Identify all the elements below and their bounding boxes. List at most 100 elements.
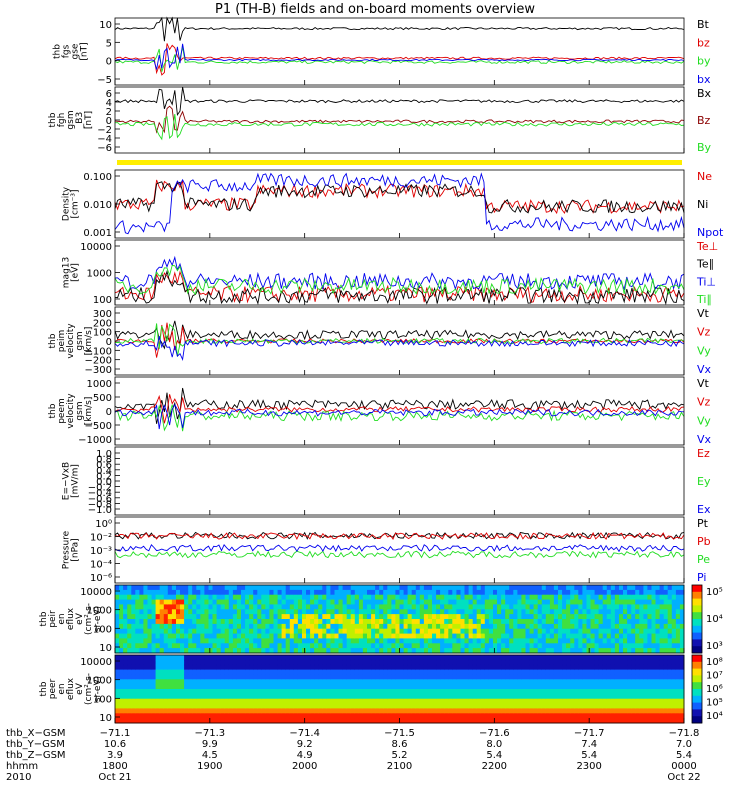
spectrogram-cell: [155, 609, 161, 615]
spectrogram-cell: [326, 594, 331, 601]
spectrogram-cell: [212, 585, 218, 591]
spectrogram-cell: [265, 655, 270, 661]
spectrogram-cell: [472, 713, 478, 719]
spectrogram-cell: [407, 698, 413, 705]
spectrogram-cell: [440, 708, 445, 714]
spectrogram-cell: [342, 718, 348, 724]
spectrogram-cell: [241, 703, 246, 709]
spectrogram-cell: [163, 585, 169, 591]
spectrogram-cell: [143, 669, 148, 675]
spectrogram-cell: [590, 684, 596, 690]
spectrogram-cell: [570, 594, 575, 601]
spectrogram-cell: [562, 599, 567, 605]
spectrogram-cell: [659, 633, 665, 639]
spectrogram-cell: [574, 718, 579, 724]
spectrogram-cell: [119, 614, 124, 620]
spectrogram-cell: [306, 648, 311, 654]
spectrogram-cell: [358, 698, 364, 705]
spectrogram-cell: [216, 713, 222, 719]
series-line: [114, 404, 685, 432]
spectrogram-cell: [541, 628, 547, 635]
spectrogram-cell: [558, 643, 563, 649]
spectrogram-cell: [549, 589, 555, 596]
spectrogram-cell: [521, 609, 526, 615]
spectrogram-cell: [436, 623, 441, 630]
spectrogram-cell: [517, 679, 522, 685]
spectrogram-cell: [671, 604, 677, 610]
spectrogram-cell: [562, 655, 567, 661]
spectrogram-cell: [570, 609, 575, 615]
spectrogram-cell: [204, 713, 209, 719]
spectrogram-cell: [367, 679, 372, 685]
spectrogram-cell: [578, 638, 583, 644]
spectrogram-cell: [127, 604, 132, 610]
spectrogram-cell: [452, 594, 457, 601]
spectrogram-cell: [476, 643, 482, 649]
spectrogram-cell: [395, 655, 400, 661]
spectrogram-cell: [192, 609, 197, 615]
spectrogram-cell: [155, 599, 161, 605]
spectrogram-cell: [497, 689, 502, 695]
spectrogram-cell: [285, 703, 291, 709]
spectrogram-cell: [269, 693, 274, 700]
spectrogram-cell: [346, 599, 352, 605]
spectrogram-cell: [602, 643, 608, 649]
spectrogram-cell: [330, 619, 335, 625]
spectrogram-cell: [407, 713, 413, 719]
spectrogram-cell: [675, 669, 681, 675]
spectrogram-cell: [505, 659, 510, 666]
spectrogram-cell: [362, 689, 368, 695]
x-axis-value: 5.4: [676, 750, 692, 761]
spectrogram-cell: [297, 718, 303, 724]
spectrogram-cell: [232, 633, 238, 639]
series-line: [114, 320, 685, 350]
spectrogram-cell: [440, 659, 445, 666]
spectrogram-cell: [541, 708, 547, 714]
y-tick-label: 10⁻⁴: [90, 560, 112, 571]
spectrogram-cell: [135, 684, 140, 690]
spectrogram-cell: [159, 698, 165, 705]
spectrogram-cell: [387, 718, 392, 724]
spectrogram-cell: [427, 684, 433, 690]
spectrogram-cell: [679, 589, 685, 596]
spectrogram-cell: [541, 655, 547, 661]
spectrogram-cell: [419, 623, 425, 630]
spectrogram-cell: [289, 609, 295, 615]
spectrogram-cell: [277, 648, 283, 654]
spectrogram-cell: [269, 664, 274, 671]
spectrogram-cell: [419, 585, 425, 591]
spectrogram-cell: [537, 703, 543, 709]
spectrogram-cell: [549, 614, 555, 620]
spectrogram-cell: [180, 609, 185, 615]
spectrogram-cell: [371, 599, 376, 605]
spectrogram-cell: [529, 708, 535, 714]
spectrogram-cell: [399, 609, 405, 615]
spectrogram-cell: [468, 703, 474, 709]
spectrogram-cell: [265, 594, 270, 601]
spectrogram-cell: [427, 664, 433, 671]
spectrogram-cell: [249, 679, 254, 685]
spectrogram-cell: [232, 713, 238, 719]
spectrogram-cell: [619, 619, 624, 625]
spectrogram-cell: [167, 599, 173, 605]
spectrogram-cell: [115, 655, 120, 661]
spectrogram-cell: [147, 609, 153, 615]
spectrogram-cell: [472, 718, 478, 724]
y-tick-label: 1000: [87, 379, 112, 390]
spectrogram-cell: [635, 619, 640, 625]
x-axis-value: 4.5: [202, 750, 218, 761]
spectrogram-cell: [127, 599, 132, 605]
spectrogram-cell: [257, 669, 262, 675]
spectrogram-cell: [513, 655, 518, 661]
spectrogram-cell: [468, 614, 474, 620]
spectrogram-cell: [675, 689, 681, 695]
spectrogram-cell: [501, 684, 506, 690]
spectrogram-cell: [427, 698, 433, 705]
spectrogram-cell: [196, 679, 201, 685]
spectrogram-cell: [647, 659, 652, 666]
spectrogram-cell: [484, 609, 490, 615]
spectrogram-cell: [566, 674, 571, 680]
spectrogram-cell: [619, 679, 624, 685]
spectrogram-cell: [212, 604, 218, 610]
spectrogram-cell: [277, 679, 283, 685]
